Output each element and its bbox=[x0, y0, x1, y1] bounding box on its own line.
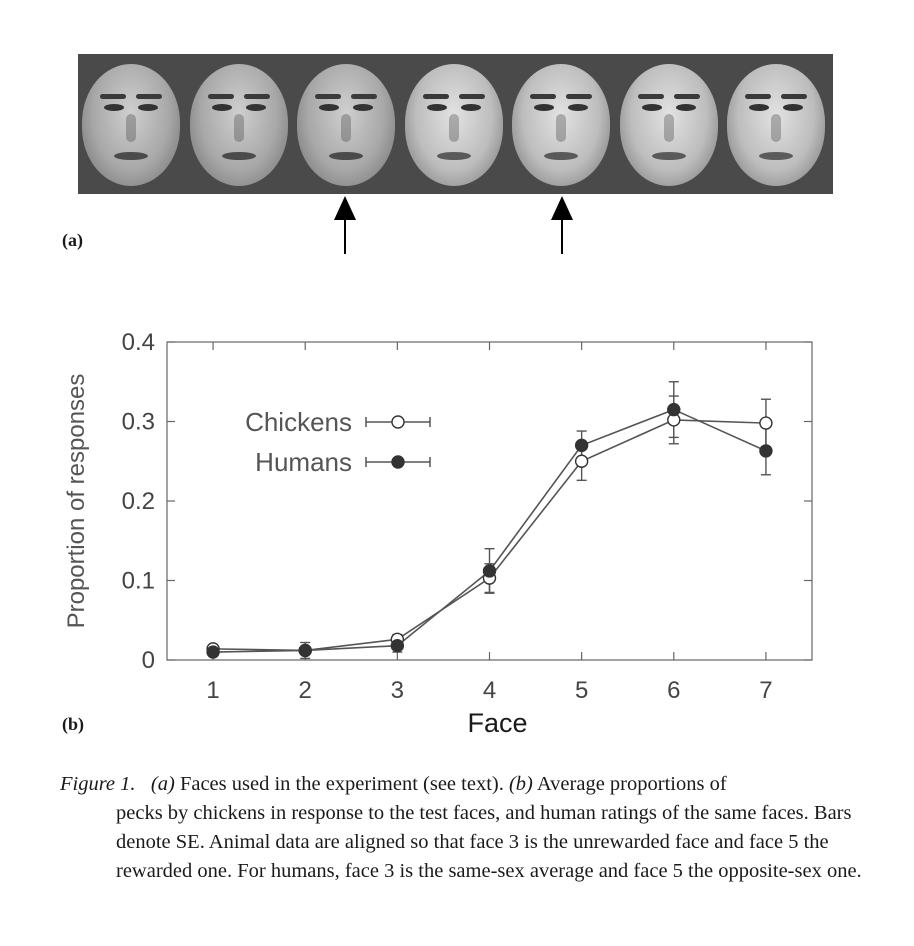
face-eye bbox=[319, 104, 339, 111]
face-brow bbox=[351, 94, 377, 99]
x-tick-label: 6 bbox=[667, 677, 680, 704]
face-nose bbox=[556, 114, 566, 142]
face-eye bbox=[353, 104, 373, 111]
x-tick-label: 1 bbox=[206, 677, 219, 704]
face-mouth bbox=[114, 152, 148, 160]
face-mouth bbox=[544, 152, 578, 160]
face-mouth bbox=[329, 152, 363, 160]
arrow-face-3 bbox=[334, 196, 356, 254]
face-eye bbox=[426, 104, 447, 111]
data-point-chickens bbox=[574, 454, 589, 468]
face-nose bbox=[448, 114, 459, 142]
caption-body: pecks by chickens in response to the tes… bbox=[116, 802, 862, 882]
data-point-humans bbox=[206, 645, 220, 659]
face-brow bbox=[781, 94, 807, 99]
face-nose bbox=[771, 114, 781, 142]
data-point-chickens bbox=[759, 416, 773, 430]
caption-label-a: (a) bbox=[150, 773, 175, 795]
x-tick-label: 2 bbox=[299, 677, 312, 704]
panel-b-label: (b) bbox=[62, 714, 84, 734]
face-brow bbox=[673, 94, 700, 99]
face-eye bbox=[783, 104, 803, 111]
legend-label-humans: Humans bbox=[255, 447, 352, 477]
face-photo-2 bbox=[189, 64, 288, 186]
caption-figure-label: Figure 1. bbox=[60, 773, 136, 795]
line-chart: 0 0.1 0.2 0.3 0.4 1 2 3 4 5 6 7 Face Proportion of re… bbox=[0, 320, 914, 760]
plot-frame bbox=[166, 341, 813, 661]
face-brow bbox=[566, 94, 592, 99]
face-brow bbox=[458, 94, 485, 99]
face-eye bbox=[675, 104, 696, 111]
legend-label-chickens: Chickens bbox=[245, 407, 352, 437]
caption-line1-rest: Average proportions of bbox=[532, 773, 727, 795]
face-mouth bbox=[436, 152, 471, 160]
x-tick-label: 5 bbox=[575, 677, 588, 704]
x-tick-label: 7 bbox=[759, 677, 772, 704]
data-point-humans bbox=[298, 643, 312, 658]
data-point-humans bbox=[759, 444, 773, 458]
legend-marker-chickens bbox=[391, 415, 405, 429]
face-photo-1 bbox=[82, 64, 180, 186]
y-tick-label: 0.1 bbox=[122, 568, 155, 595]
y-tick-label: 0 bbox=[142, 647, 155, 674]
face-eye bbox=[534, 104, 554, 111]
face-brow bbox=[745, 94, 771, 99]
face-eye bbox=[460, 104, 481, 111]
face-brow bbox=[100, 94, 126, 99]
face-eye bbox=[245, 104, 266, 111]
data-point-humans bbox=[667, 402, 681, 417]
cropped-text-line: · · · · · · · · · bbox=[0, 0, 914, 26]
data-point-humans bbox=[482, 564, 497, 578]
face-brow bbox=[422, 94, 449, 99]
face-brow bbox=[315, 94, 341, 99]
face-eye bbox=[211, 104, 232, 111]
face-nose bbox=[341, 114, 351, 142]
figure-caption: Figure 1. (a) Faces used in the experime… bbox=[60, 770, 890, 886]
arrow-face-5 bbox=[551, 196, 573, 254]
face-photo-6 bbox=[619, 64, 718, 186]
face-brow bbox=[207, 94, 234, 99]
face-photo-4 bbox=[404, 64, 503, 186]
face-brow bbox=[136, 94, 162, 99]
face-photo-3 bbox=[297, 64, 395, 186]
legend-marker-humans bbox=[391, 455, 405, 469]
face-photo-5 bbox=[512, 64, 610, 186]
data-point-humans bbox=[574, 438, 589, 453]
face-eye bbox=[104, 104, 124, 111]
face-mouth bbox=[651, 152, 686, 160]
x-tick-label: 4 bbox=[483, 677, 496, 704]
face-eye bbox=[138, 104, 158, 111]
face-nose bbox=[233, 114, 244, 142]
face-nose bbox=[663, 114, 674, 142]
chart-svg: 0 0.1 0.2 0.3 0.4 1 2 3 4 5 6 7 Face Proportion of re… bbox=[63, 329, 813, 738]
face-eye bbox=[641, 104, 662, 111]
caption-label-b: (b) bbox=[508, 773, 533, 795]
x-tick-label: 3 bbox=[391, 677, 404, 704]
x-axis-label: Face bbox=[467, 708, 527, 738]
face-brow bbox=[637, 94, 664, 99]
face-photo-7 bbox=[727, 64, 825, 186]
face-nose bbox=[126, 114, 136, 142]
y-tick-label: 0.4 bbox=[122, 329, 155, 356]
face-mouth bbox=[221, 152, 256, 160]
panel-a-label: (a) bbox=[62, 230, 83, 250]
face-image-strip bbox=[78, 54, 833, 194]
face-eye bbox=[568, 104, 588, 111]
y-axis-label: Proportion of responses bbox=[63, 374, 90, 629]
face-brow bbox=[243, 94, 270, 99]
face-eye bbox=[749, 104, 769, 111]
y-tick-label: 0.2 bbox=[122, 488, 155, 515]
y-tick-label: 0.3 bbox=[122, 409, 155, 436]
face-mouth bbox=[759, 152, 793, 160]
series-line-humans bbox=[213, 408, 767, 653]
caption-line1-text: Faces used in the experiment (see text). bbox=[174, 773, 509, 795]
data-point-humans bbox=[390, 638, 405, 653]
face-brow bbox=[530, 94, 556, 99]
